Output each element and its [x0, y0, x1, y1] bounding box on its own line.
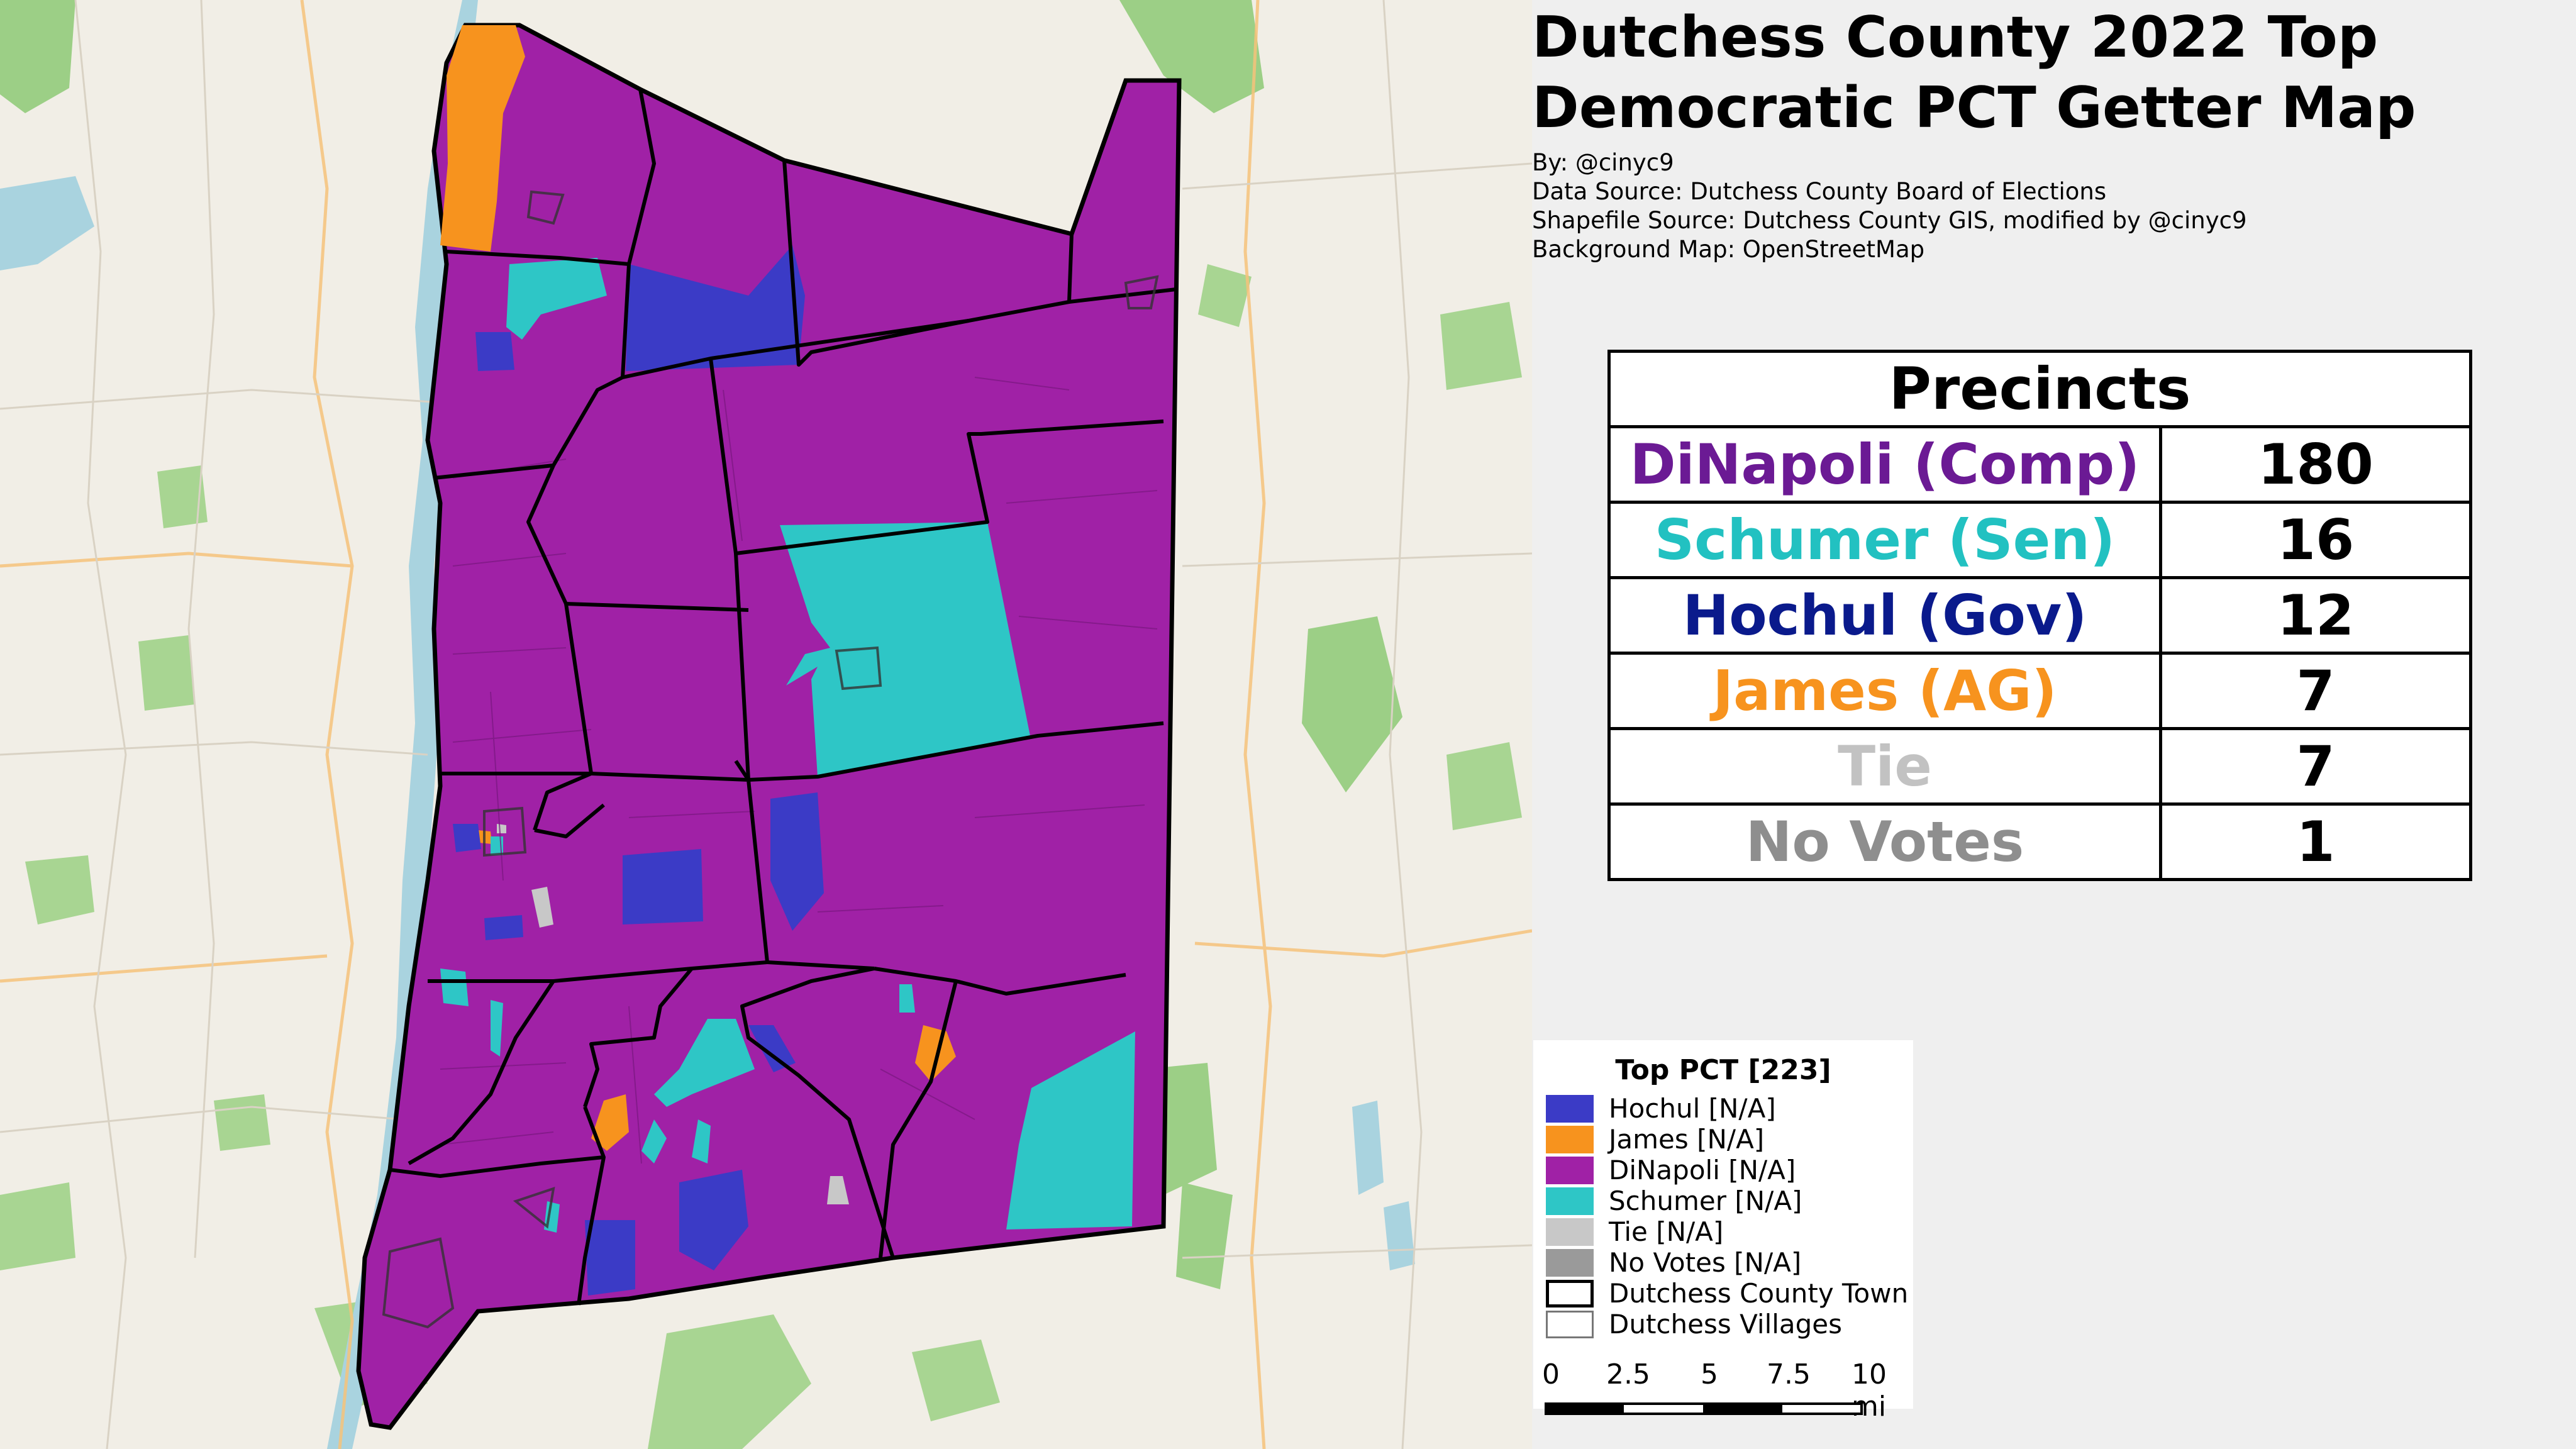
precinct-hochul [679, 1170, 748, 1270]
scale-label: 0 [1542, 1358, 1560, 1391]
candidate-name: James (AG) [1607, 652, 2162, 730]
precinct-hochul [626, 245, 805, 371]
scale-bar: 0 2.5 5 7.5 10 mi [1537, 1358, 1927, 1428]
candidate-name: Schumer (Sen) [1607, 501, 2162, 579]
legend-swatch [1546, 1187, 1594, 1215]
village-boundaries [382, 190, 1159, 1329]
candidate-name: DiNapoli (Comp) [1607, 425, 2162, 504]
legend-label: James [N/A] [1609, 1124, 1765, 1155]
map-legend: Top PCT [223] Hochul [N/A] James [N/A] D… [1533, 1040, 1913, 1409]
legend-label: Hochul [N/A] [1609, 1093, 1776, 1124]
legend-label: DiNapoli [N/A] [1609, 1155, 1796, 1185]
candidate-name: Hochul (Gov) [1607, 576, 2162, 655]
precinct-hochul [453, 824, 481, 852]
precinct-schumer [641, 1119, 667, 1163]
legend-label: Tie [N/A] [1609, 1216, 1724, 1247]
precinct-table: Precincts DiNapoli (Comp) 180 Schumer (S… [1607, 350, 2472, 881]
precinct-layer[interactable] [356, 23, 1182, 1430]
table-row: No Votes 1 [1607, 802, 2472, 881]
candidate-name: Tie [1607, 727, 2162, 806]
precinct-schumer [654, 1019, 755, 1107]
forest-area [1302, 616, 1402, 792]
precinct-count: 16 [2159, 501, 2472, 579]
legend-swatch [1546, 1218, 1594, 1246]
precinct-count: 7 [2159, 652, 2472, 730]
table-row: James (AG) 7 [1607, 652, 2472, 730]
precinct-hochul [770, 792, 824, 931]
forest-area [1176, 1182, 1233, 1289]
legend-label: Dutchess County Town [1609, 1278, 1909, 1309]
legend-swatch [1546, 1311, 1594, 1338]
legend-swatch [1546, 1280, 1594, 1307]
precinct-schumer [780, 522, 1030, 777]
precinct-hochul [623, 849, 703, 924]
forest-area [1119, 0, 1264, 113]
lake [0, 176, 94, 270]
precinct-count: 180 [2159, 425, 2472, 504]
credit-author: By: @cinyc9 [1532, 149, 1674, 176]
forest-area [214, 1094, 270, 1151]
legend-swatch [1546, 1095, 1594, 1123]
legend-label: Schumer [N/A] [1609, 1185, 1802, 1216]
precinct-count: 7 [2159, 727, 2472, 806]
precinct-hochul [748, 1025, 796, 1072]
precinct-count: 1 [2159, 802, 2472, 881]
forest-area [138, 635, 195, 711]
legend-label: Dutchess Villages [1609, 1309, 1843, 1340]
table-header: Precincts [1607, 350, 2472, 428]
precinct-schumer [692, 1119, 711, 1163]
precinct-tie [827, 1176, 849, 1204]
legend-swatch [1546, 1249, 1594, 1277]
precinct-schumer [899, 984, 915, 1013]
precinct-schumer [440, 969, 469, 1006]
map-area[interactable] [0, 0, 1532, 1449]
table-row: DiNapoli (Comp) 180 [1607, 425, 2472, 504]
precinct-schumer [491, 1000, 503, 1057]
lake [1352, 1101, 1384, 1195]
legend-swatch [1546, 1157, 1594, 1184]
lake [1384, 1201, 1415, 1270]
precinct-tie [531, 887, 553, 928]
forest-area [157, 465, 208, 528]
precinct-hochul [484, 915, 523, 940]
precinct-james [440, 25, 525, 252]
map-canvas[interactable] [0, 0, 1532, 1449]
table-row: Hochul (Gov) 12 [1607, 576, 2472, 655]
credits: By: @cinyc9 Data Source: Dutchess County… [1532, 148, 2475, 264]
dutchess-county-outline [356, 23, 1182, 1430]
credit-shapefile-source: Shapefile Source: Dutchess County GIS, m… [1532, 207, 2247, 234]
precinct-schumer [1006, 1031, 1135, 1230]
map-title: Dutchess County 2022 Top Democratic PCT … [1532, 4, 2416, 141]
precinct-schumer [506, 258, 607, 340]
scale-label: 7.5 [1767, 1358, 1811, 1391]
scale-label: 2.5 [1606, 1358, 1650, 1391]
credit-background-map: Background Map: OpenStreetMap [1532, 236, 1925, 263]
precinct-hochul [475, 332, 514, 371]
table-row: Tie 7 [1607, 727, 2472, 806]
precinct-james [591, 1094, 629, 1151]
legend-swatch [1546, 1126, 1594, 1153]
candidate-name: No Votes [1607, 802, 2162, 881]
table-row: Schumer (Sen) 16 [1607, 501, 2472, 579]
town-boundaries [389, 89, 1177, 1306]
table-header-row: Precincts [1607, 350, 2472, 428]
forest-area [648, 1314, 811, 1449]
forest-area [1198, 264, 1252, 327]
forest-area [0, 0, 75, 113]
legend-title: Top PCT [223] [1615, 1054, 1831, 1086]
precinct-count: 12 [2159, 576, 2472, 655]
legend-label: No Votes [N/A] [1609, 1247, 1802, 1278]
forest-area [912, 1340, 1000, 1421]
credit-data-source: Data Source: Dutchess County Board of El… [1532, 178, 2107, 205]
forest-area [1440, 302, 1522, 390]
forest-area [1446, 742, 1522, 830]
forest-area [25, 855, 94, 924]
precinct-james [915, 1025, 956, 1082]
scale-bar-graphic [1545, 1402, 1863, 1415]
scale-label: 5 [1701, 1358, 1718, 1391]
precinct-tie [497, 824, 506, 833]
forest-area [0, 1182, 75, 1270]
precinct-hochul [585, 1220, 635, 1296]
